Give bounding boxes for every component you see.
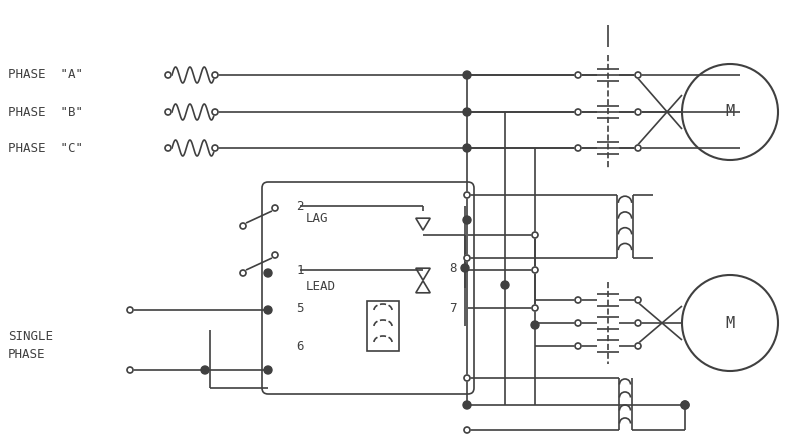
Circle shape — [264, 306, 272, 314]
Circle shape — [635, 343, 641, 349]
Circle shape — [635, 320, 641, 326]
Circle shape — [212, 72, 218, 78]
Circle shape — [264, 366, 272, 374]
Text: 8: 8 — [450, 261, 457, 274]
Text: PHASE  "C": PHASE "C" — [8, 142, 83, 155]
Circle shape — [127, 307, 133, 313]
Circle shape — [532, 267, 538, 273]
Text: LAG: LAG — [306, 211, 329, 224]
Text: LEAD: LEAD — [306, 279, 336, 292]
Circle shape — [575, 72, 581, 78]
Circle shape — [464, 427, 470, 433]
Text: 7: 7 — [450, 301, 457, 315]
Circle shape — [635, 297, 641, 303]
Circle shape — [463, 144, 471, 152]
Circle shape — [463, 71, 471, 79]
Circle shape — [532, 232, 538, 238]
Circle shape — [165, 72, 171, 78]
Circle shape — [212, 145, 218, 151]
Circle shape — [463, 108, 471, 116]
Circle shape — [272, 252, 278, 258]
Circle shape — [240, 270, 246, 276]
Circle shape — [165, 145, 171, 151]
Text: M: M — [726, 316, 734, 330]
Circle shape — [464, 255, 470, 261]
Circle shape — [575, 297, 581, 303]
Circle shape — [681, 401, 689, 409]
Circle shape — [464, 192, 470, 198]
Circle shape — [264, 269, 272, 277]
Circle shape — [501, 281, 509, 289]
Circle shape — [635, 72, 641, 78]
Circle shape — [575, 145, 581, 151]
Circle shape — [575, 109, 581, 115]
Circle shape — [272, 205, 278, 211]
Text: PHASE  "A": PHASE "A" — [8, 68, 83, 81]
Circle shape — [464, 375, 470, 381]
Text: 2: 2 — [296, 199, 304, 212]
Circle shape — [212, 109, 218, 115]
Circle shape — [681, 401, 689, 409]
Circle shape — [127, 367, 133, 373]
Circle shape — [463, 216, 471, 224]
Text: 1: 1 — [296, 263, 304, 277]
Text: SINGLE
PHASE: SINGLE PHASE — [8, 329, 53, 360]
Circle shape — [201, 366, 209, 374]
Text: 6: 6 — [296, 340, 304, 353]
Text: M: M — [726, 105, 734, 119]
Circle shape — [532, 305, 538, 311]
Text: PHASE  "B": PHASE "B" — [8, 105, 83, 118]
Circle shape — [575, 320, 581, 326]
Circle shape — [165, 109, 171, 115]
Circle shape — [463, 401, 471, 409]
Circle shape — [635, 145, 641, 151]
Circle shape — [575, 343, 581, 349]
Circle shape — [461, 264, 469, 272]
Text: 5: 5 — [296, 301, 304, 315]
Circle shape — [240, 223, 246, 229]
Circle shape — [531, 321, 539, 329]
Bar — [367, 301, 399, 351]
Circle shape — [635, 109, 641, 115]
